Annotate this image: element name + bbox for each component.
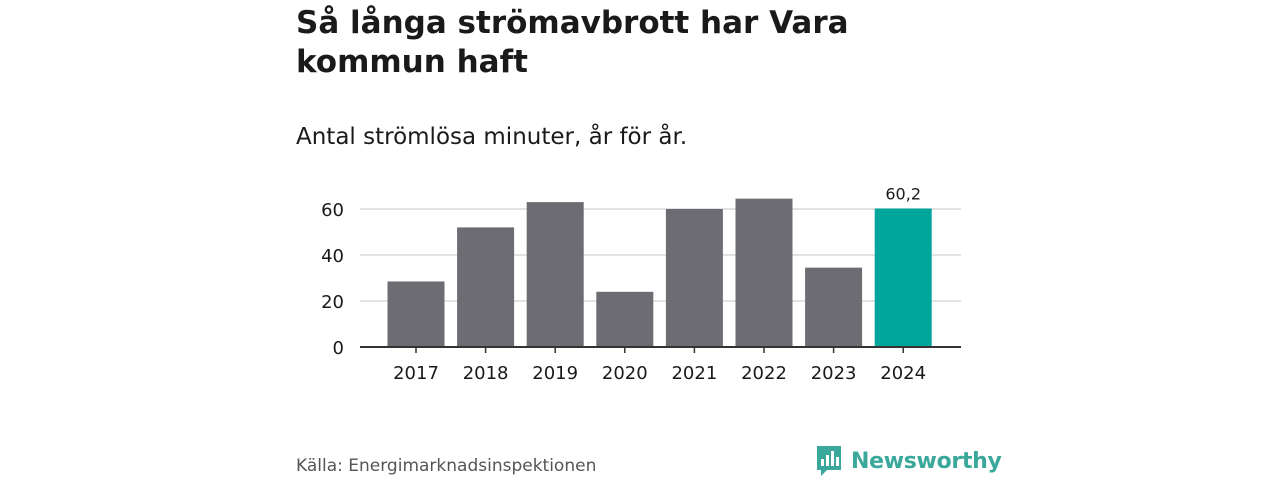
newsworthy-logo-icon xyxy=(817,446,841,476)
chart-title: Så långa strömavbrott har Vara kommun ha… xyxy=(296,5,849,80)
chart-subtitle: Antal strömlösa minuter, år för år. xyxy=(296,124,688,150)
brand-name: Newsworthy xyxy=(851,448,1002,474)
x-tick-label: 2023 xyxy=(811,363,857,384)
x-tick-label: 2018 xyxy=(463,363,509,384)
y-tick-label: 0 xyxy=(333,338,344,359)
bar-2021 xyxy=(665,209,723,347)
y-tick-label: 20 xyxy=(321,292,344,313)
x-tick-label: 2022 xyxy=(741,363,787,384)
bar-chart: 0 20 40 60 2017 2018 2019 2020 2021 2022 2023 2024 6… xyxy=(321,185,961,384)
bar-2018 xyxy=(457,227,515,347)
x-tick-label: 2019 xyxy=(532,363,578,384)
bar-2017 xyxy=(387,281,445,347)
x-tick-label: 2021 xyxy=(671,363,717,384)
x-tick-label: 2020 xyxy=(602,363,648,384)
bar-2020 xyxy=(596,291,654,347)
x-tick-label: 2017 xyxy=(393,363,439,384)
bar-2019 xyxy=(526,202,584,347)
bar-2024 xyxy=(874,208,932,347)
bar-2022 xyxy=(735,198,793,347)
bar-2023 xyxy=(805,267,863,347)
y-tick-label: 60 xyxy=(321,200,344,221)
source-note: Källa: Energimarknadsinspektionen xyxy=(296,456,597,476)
x-tick-label: 2024 xyxy=(880,363,926,384)
y-tick-label: 40 xyxy=(321,246,344,267)
brand-logo[interactable]: Newsworthy xyxy=(815,444,1002,478)
data-label: 60,2 xyxy=(885,185,921,204)
